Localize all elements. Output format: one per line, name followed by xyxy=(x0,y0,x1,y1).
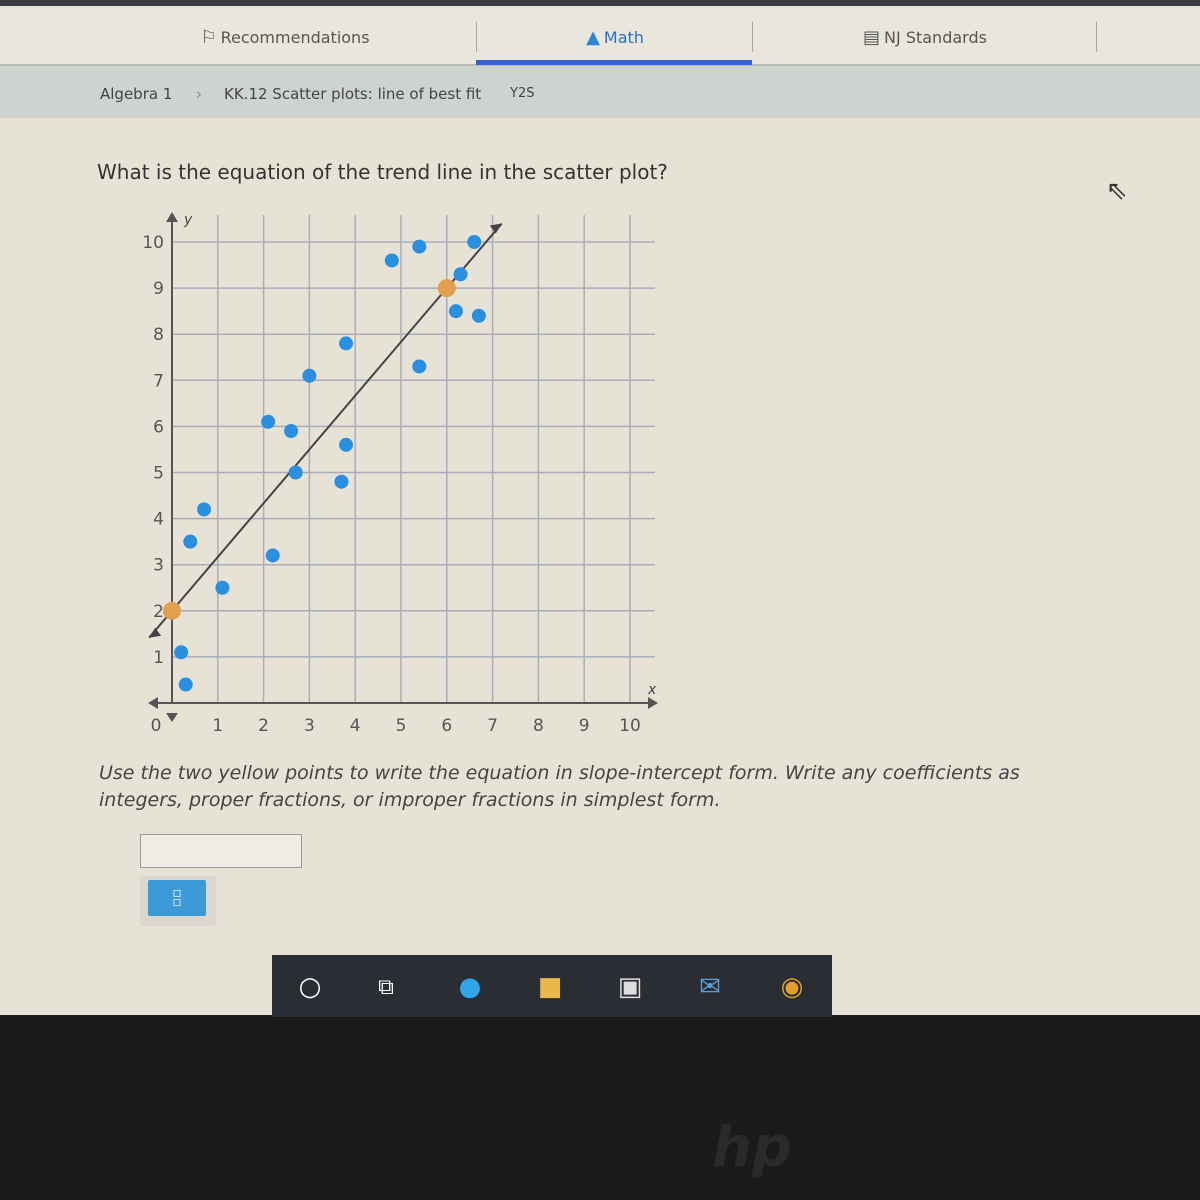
x-tick-label: 6 xyxy=(441,716,452,736)
x-tick-label: 9 xyxy=(579,716,590,736)
y-axis-arrow-down-icon xyxy=(166,713,178,722)
x-tick-label: 4 xyxy=(350,716,361,736)
divider xyxy=(752,22,753,52)
breadcrumb-skill: KK.12 Scatter plots: line of best fit xyxy=(224,85,482,103)
x-tick-label: 3 xyxy=(304,716,315,736)
file-explorer-icon[interactable]: ■ xyxy=(537,972,563,1002)
recommendations-icon: ⚐ xyxy=(200,26,217,48)
y-tick-label: 6 xyxy=(153,417,164,437)
x-axis-label: x xyxy=(647,682,657,698)
data-point xyxy=(448,304,463,319)
mail-icon[interactable]: ✉ xyxy=(699,972,721,1002)
x-axis-arrow-icon xyxy=(648,697,658,709)
data-point xyxy=(453,267,468,282)
clipboard-icon: ▤ xyxy=(863,26,881,48)
y-tick-label: 10 xyxy=(142,233,164,253)
x-tick-label: 5 xyxy=(396,716,407,736)
x-tick-label: 10 xyxy=(619,716,641,736)
edge-icon[interactable]: ● xyxy=(458,972,482,1002)
data-point xyxy=(183,534,198,549)
screen: ⚐ Recommendations ▲ Math ▤ NJ Standards … xyxy=(0,0,1200,1017)
tab-math[interactable]: ▲ Math xyxy=(520,18,710,56)
tab-recommendations[interactable]: ⚐ Recommendations xyxy=(180,18,390,56)
store-icon[interactable]: ▣ xyxy=(617,972,643,1002)
data-point xyxy=(339,437,354,452)
trend-line-arrow-icon xyxy=(489,223,502,234)
x-tick-label: 0 xyxy=(151,716,162,736)
data-point xyxy=(284,424,299,439)
yellow-point xyxy=(163,601,181,620)
fraction-icon: ▫ ▫ xyxy=(172,885,182,910)
data-point xyxy=(265,548,280,563)
breadcrumb-course[interactable]: Algebra 1 xyxy=(100,85,173,103)
y-tick-label: 1 xyxy=(153,648,164,668)
data-point xyxy=(197,502,212,517)
skill-code: Y2S xyxy=(510,86,535,101)
data-point xyxy=(302,368,317,383)
x-tick-label: 2 xyxy=(258,716,269,736)
pyramid-icon: ▲ xyxy=(586,26,600,48)
divider xyxy=(476,22,477,52)
chevron-right-icon: › xyxy=(196,85,202,103)
y-tick-label: 8 xyxy=(153,325,164,345)
divider xyxy=(1096,22,1097,52)
y-axis-arrow-icon xyxy=(166,212,178,222)
y-tick-label: 3 xyxy=(153,556,164,576)
tab-label: Math xyxy=(603,27,644,47)
x-axis-arrow-left-icon xyxy=(148,697,158,709)
data-point xyxy=(471,308,486,323)
data-point xyxy=(215,580,230,595)
browser-top-strip xyxy=(0,0,1200,6)
data-point xyxy=(174,645,189,660)
active-tab-indicator xyxy=(476,60,752,65)
data-point xyxy=(339,336,354,351)
mouse-cursor-icon: ⇖ xyxy=(1106,176,1128,206)
tab-label: Recommendations xyxy=(220,27,370,47)
question-text: What is the equation of the trend line i… xyxy=(97,160,668,184)
tab-label: NJ Standards xyxy=(884,27,987,47)
y-axis-label: y xyxy=(183,212,193,228)
y-tick-label: 4 xyxy=(153,510,164,530)
hp-logo: hp xyxy=(712,1115,792,1180)
data-point xyxy=(334,474,349,489)
instructions-text: Use the two yellow points to write the e… xyxy=(99,762,1020,811)
x-tick-label: 1 xyxy=(212,716,223,736)
data-point xyxy=(467,235,482,249)
yellow-point xyxy=(437,279,456,298)
answer-input[interactable] xyxy=(140,834,302,868)
top-nav: ⚐ Recommendations ▲ Math ▤ NJ Standards xyxy=(0,6,1200,66)
y-tick-label: 2 xyxy=(153,602,164,622)
x-tick-label: 8 xyxy=(533,716,544,736)
tab-nj-standards[interactable]: ▤ NJ Standards xyxy=(830,18,1020,56)
y-tick-label: 5 xyxy=(153,464,164,484)
cortana-icon[interactable]: ○ xyxy=(298,972,322,1002)
data-point xyxy=(261,414,276,429)
breadcrumb: Algebra 1 › KK.12 Scatter plots: line of… xyxy=(0,66,1200,118)
task-view-icon[interactable]: ⧉ xyxy=(378,974,394,1000)
data-point xyxy=(412,239,427,254)
data-point xyxy=(384,253,399,268)
data-point xyxy=(288,465,303,480)
x-tick-label: 7 xyxy=(487,716,498,736)
chrome-icon[interactable]: ◉ xyxy=(780,972,804,1002)
y-tick-label: 9 xyxy=(153,279,164,299)
data-point xyxy=(412,359,427,374)
scatter-plot: y x 0 1 2 3 4 5 6 7 8 9 10 1 2 3 4 5 6 7 8 9 10 xyxy=(142,212,658,736)
fraction-button[interactable]: ▫ ▫ xyxy=(148,880,206,916)
trend-line-arrow-icon xyxy=(149,627,162,638)
taskbar: ○ ⧉ ● ■ ▣ ✉ ◉ xyxy=(272,955,832,1017)
y-tick-label: 7 xyxy=(153,371,164,391)
data-point xyxy=(178,677,193,692)
